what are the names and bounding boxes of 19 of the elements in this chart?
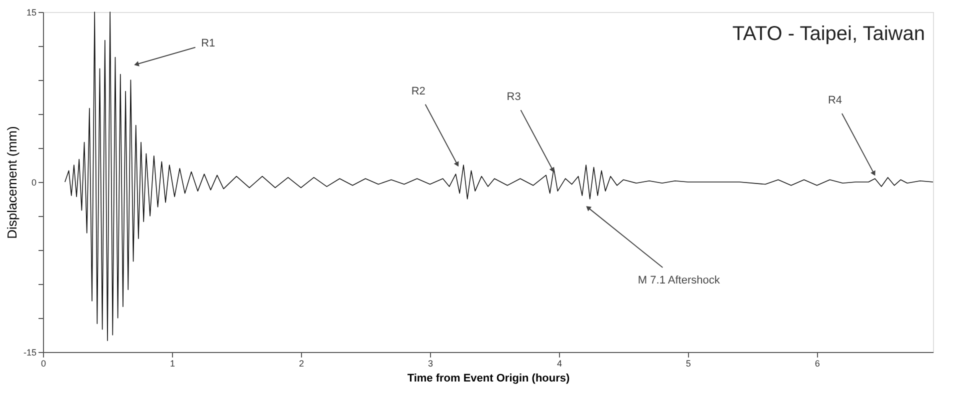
y-tick-label: 0	[31, 178, 36, 188]
annotation: M 7.1 Aftershock	[638, 274, 720, 287]
x-tick-label: 6	[814, 358, 820, 368]
x-tick-label: 4	[556, 358, 562, 368]
annotation: R2	[411, 85, 426, 98]
x-axis-title: Time from Event Origin (hours)	[407, 372, 570, 384]
x-tick-label: 5	[686, 358, 691, 368]
x-tick-label: 2	[298, 358, 304, 368]
x-tick-label: 0	[40, 358, 46, 368]
y-tick-label: 15	[26, 8, 36, 18]
line-series	[64, 12, 934, 342]
y-tick-label: -15	[23, 348, 36, 358]
x-tick-label: 3	[428, 358, 433, 368]
text: TATO - Taipei, Taiwan	[732, 23, 925, 45]
annotation: R3	[506, 91, 521, 103]
annotation: R1	[201, 38, 216, 50]
y-axis-title: Displacement (mm)	[4, 126, 20, 239]
annotation: R4	[828, 94, 842, 106]
x-tick-label: 1	[170, 358, 175, 368]
